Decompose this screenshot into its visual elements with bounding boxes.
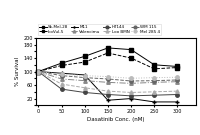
HT144 — [60, 88, 63, 90]
Valencimu — [83, 80, 86, 81]
Mel 285 4 — [130, 77, 132, 79]
Valencimu — [176, 81, 179, 82]
WM 115 — [176, 79, 179, 81]
Legend: Sk-Mel-28, IcoVul-5, M11, Valencimu, HT144, Loo BMN, WM 115, Mel 285 4: Sk-Mel-28, IcoVul-5, M11, Valencimu, HT1… — [38, 24, 161, 35]
Mel 285 4 — [37, 71, 40, 72]
M11 — [37, 71, 40, 72]
Sk-Mel-28 — [107, 47, 109, 49]
Sk-Mel-28 — [176, 66, 179, 67]
Sk-Mel-28 — [37, 71, 40, 72]
IcoVul-5 — [107, 52, 109, 54]
M11 — [130, 98, 132, 99]
Mel 285 4 — [153, 77, 155, 78]
M11 — [107, 99, 109, 101]
IcoVul-5 — [60, 65, 63, 66]
Valencimu — [37, 71, 40, 72]
WM 115 — [83, 77, 86, 78]
Valencimu — [107, 82, 109, 83]
WM 115 — [60, 75, 63, 76]
Line: WM 115: WM 115 — [37, 70, 179, 83]
Line: IcoVul-5: IcoVul-5 — [37, 51, 179, 73]
HT144 — [107, 94, 109, 95]
IcoVul-5 — [176, 67, 179, 68]
HT144 — [130, 95, 132, 97]
Line: Mel 285 4: Mel 285 4 — [37, 70, 179, 80]
WM 115 — [153, 80, 155, 81]
Valencimu — [130, 82, 132, 84]
Sk-Mel-28 — [83, 56, 86, 57]
Valencimu — [153, 82, 155, 83]
Mel 285 4 — [60, 73, 63, 75]
Sk-Mel-28 — [153, 64, 155, 66]
Line: Loo BMN: Loo BMN — [37, 70, 179, 94]
Sk-Mel-28 — [60, 62, 63, 64]
HT144 — [83, 92, 86, 93]
Line: M11: M11 — [36, 69, 180, 104]
Sk-Mel-28 — [130, 49, 132, 50]
Loo BMN — [60, 83, 63, 85]
Mel 285 4 — [107, 76, 109, 77]
IcoVul-5 — [130, 57, 132, 59]
Line: Valencimu: Valencimu — [37, 70, 179, 85]
Line: HT144: HT144 — [37, 70, 179, 98]
HT144 — [176, 94, 179, 95]
WM 115 — [107, 78, 109, 80]
HT144 — [37, 71, 40, 72]
WM 115 — [37, 71, 40, 72]
M11 — [83, 74, 86, 76]
M11 — [60, 72, 63, 74]
IcoVul-5 — [83, 61, 86, 63]
X-axis label: Dasatinib Conc. (nM): Dasatinib Conc. (nM) — [87, 117, 145, 122]
IcoVul-5 — [153, 68, 155, 70]
Loo BMN — [153, 91, 155, 93]
M11 — [153, 101, 155, 103]
Valencimu — [60, 78, 63, 80]
Loo BMN — [130, 92, 132, 93]
Loo BMN — [83, 87, 86, 89]
Line: Sk-Mel-28: Sk-Mel-28 — [37, 46, 179, 73]
IcoVul-5 — [37, 71, 40, 72]
Loo BMN — [176, 90, 179, 92]
Mel 285 4 — [176, 76, 179, 78]
Y-axis label: % Survival: % Survival — [15, 57, 20, 86]
HT144 — [153, 94, 155, 96]
Mel 285 4 — [83, 75, 86, 76]
M11 — [176, 101, 179, 103]
WM 115 — [130, 80, 132, 82]
Loo BMN — [107, 90, 109, 92]
Loo BMN — [37, 71, 40, 72]
